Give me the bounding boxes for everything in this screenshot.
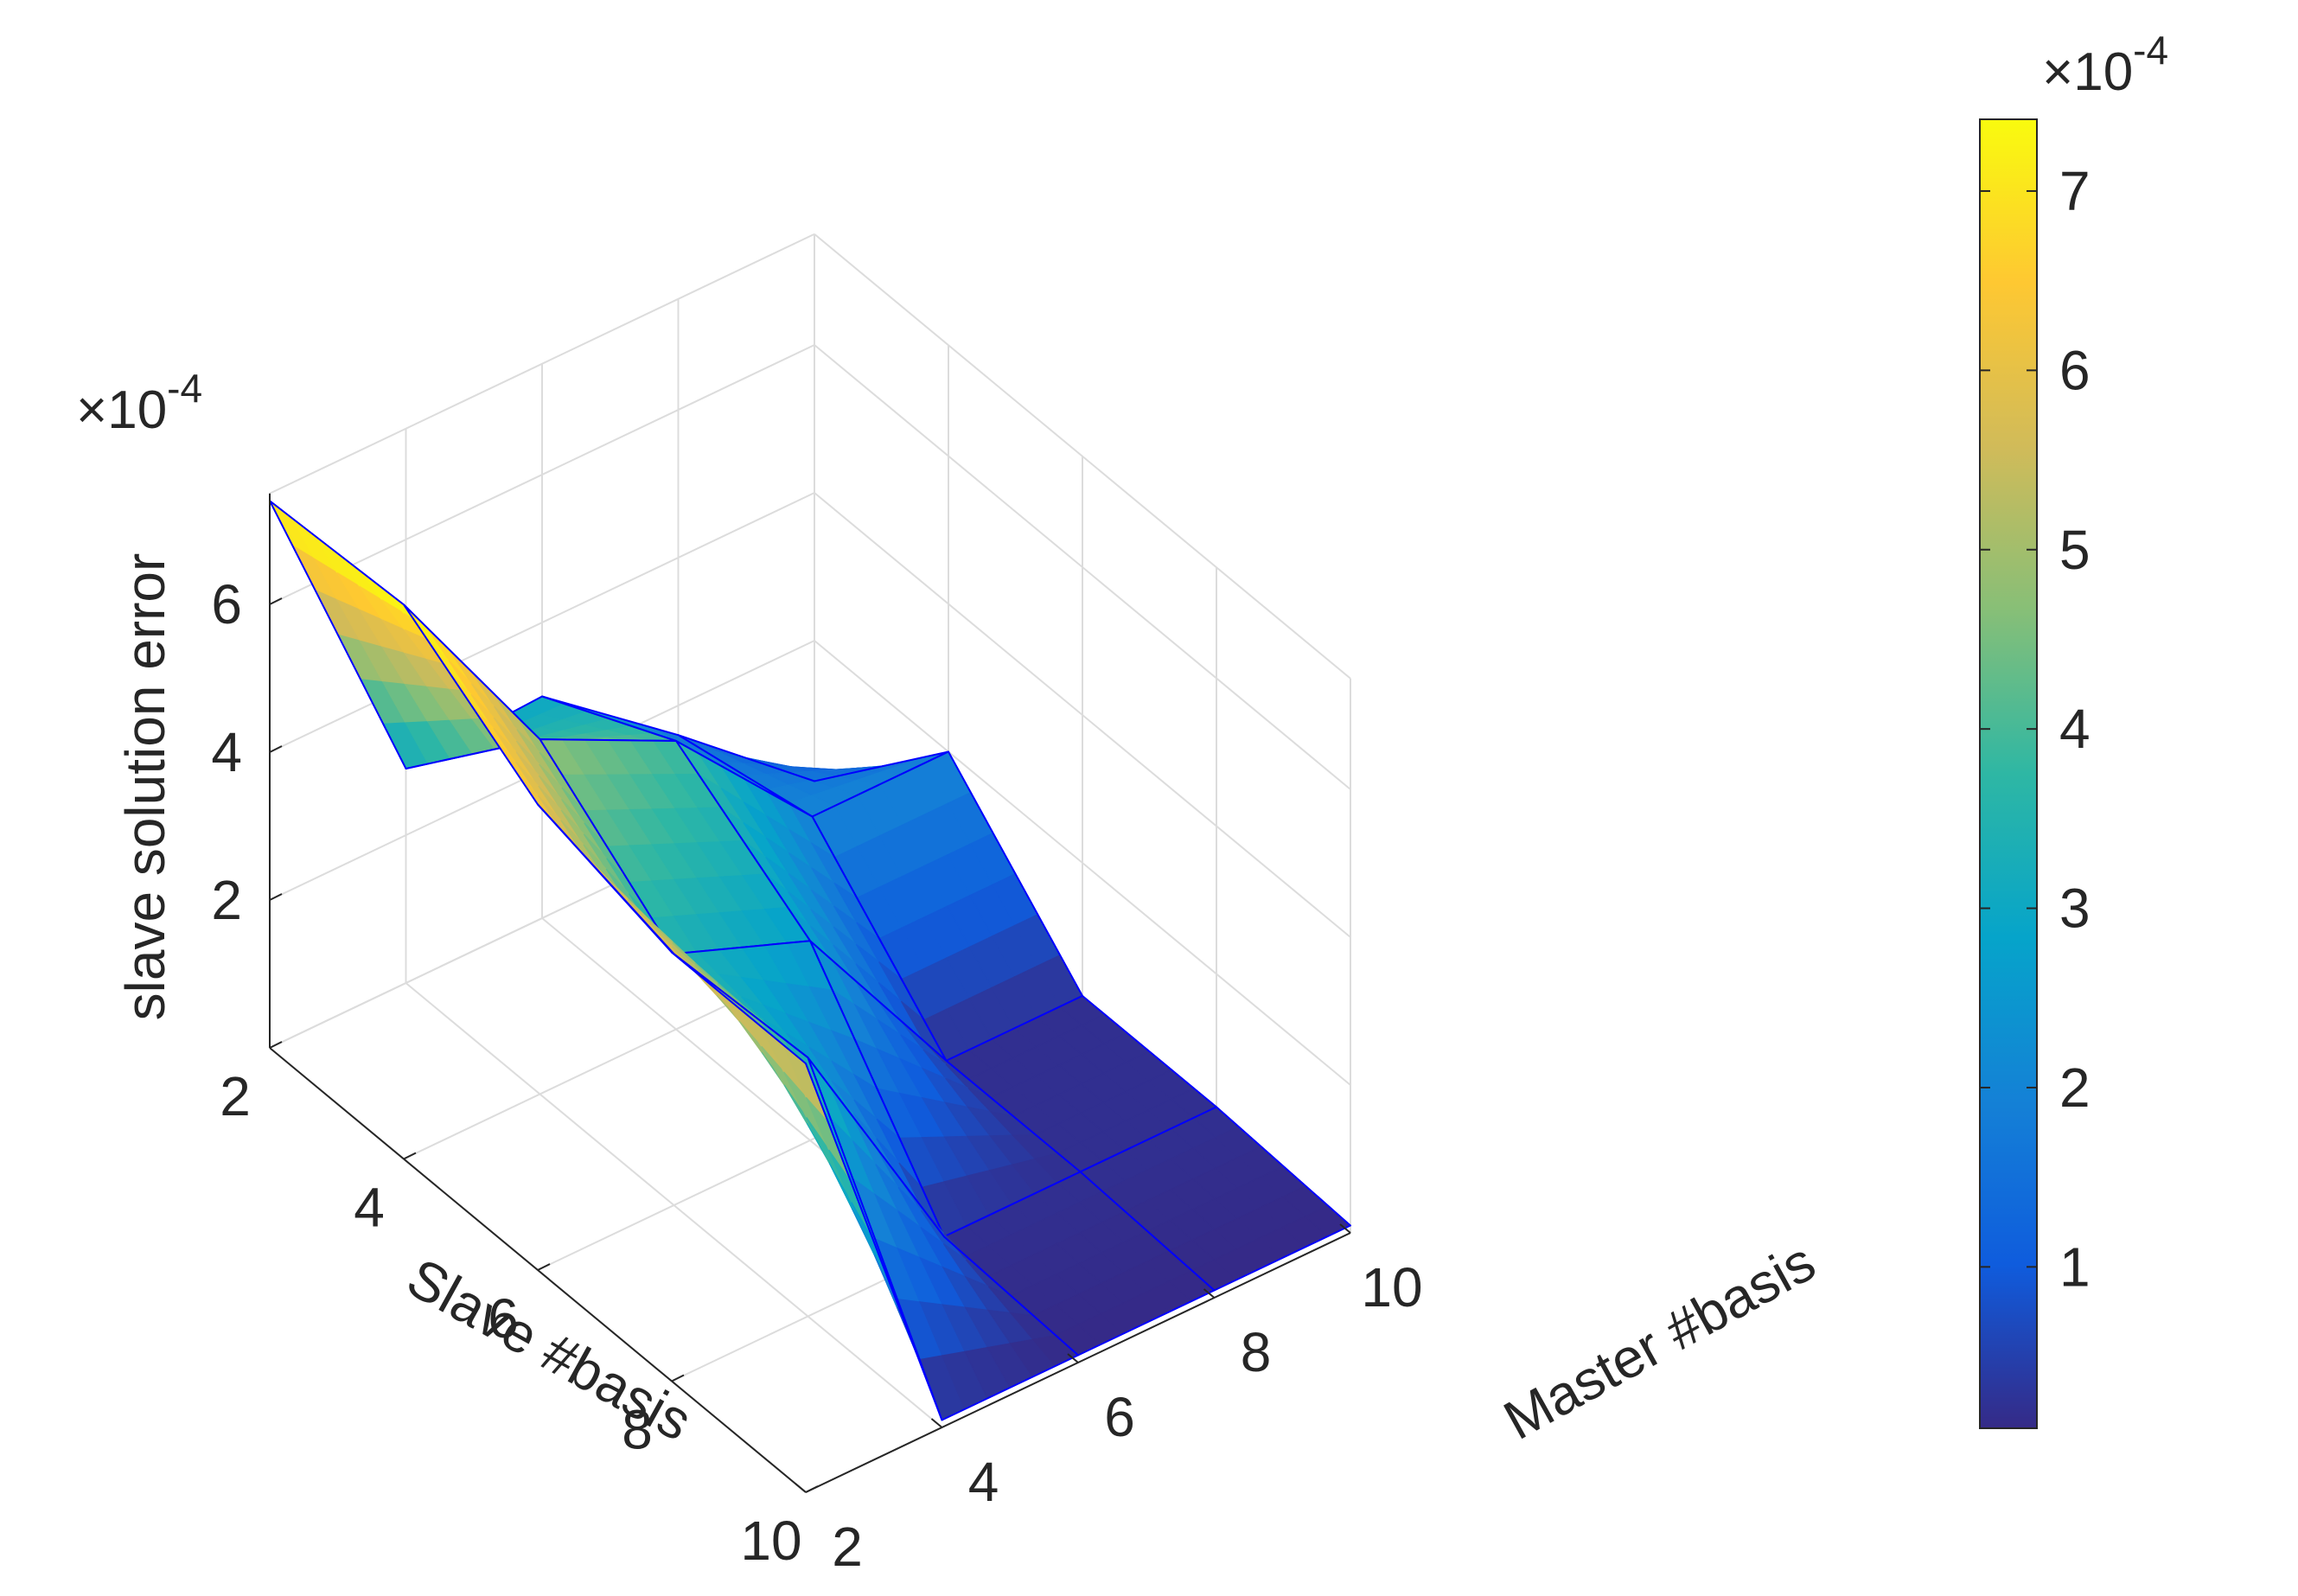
y-axis-label: Master #basis (1494, 1230, 1825, 1452)
z-tick (269, 893, 283, 901)
surface-cell (539, 738, 812, 955)
colorbar-gradient (1979, 118, 2038, 1429)
y-tick-label: 10 (1361, 1256, 1422, 1318)
colorbar-tick-label: 7 (2059, 160, 2091, 222)
y-tick (1339, 1223, 1351, 1234)
grid-line (269, 233, 815, 495)
grid-line (269, 492, 815, 753)
surface-mesh (269, 500, 1352, 1421)
x-tick-label: 8 (622, 1399, 653, 1461)
x-axis-label: Slave #basis (398, 1246, 702, 1452)
surface-edge (671, 951, 943, 1421)
surface-cell (811, 750, 1083, 1062)
surface-cell (671, 951, 943, 1421)
z-axis-label: slave solution error (114, 553, 176, 1021)
z-tick-label: 2 (211, 869, 242, 931)
grid-line (269, 344, 815, 605)
grid-line (814, 492, 1351, 938)
grid-line (405, 982, 943, 1428)
x-tick-label: 10 (740, 1510, 801, 1572)
surface-cell (945, 994, 1218, 1173)
surface-cell (942, 1171, 1216, 1357)
x-tick (537, 1263, 551, 1271)
surface-cell (672, 940, 945, 1238)
surface-cell (537, 803, 809, 1059)
y-tick (1203, 1288, 1216, 1299)
colorbar-exponent-label: ×10-4 (2042, 28, 2168, 102)
z-tick-label: 4 (211, 721, 242, 783)
surface-cell (807, 1057, 1080, 1421)
x-tick (403, 1152, 417, 1160)
colorbar-tick-label: 3 (2059, 878, 2091, 940)
y-tick-label: 2 (832, 1516, 863, 1578)
y-tick (930, 1418, 943, 1428)
colorbar-tick-label: 6 (2059, 339, 2091, 401)
grid-line (814, 640, 1351, 1086)
colorbar: 1 2 3 4 5 6 7 ×10-4 (1979, 28, 2168, 1429)
grid-line (814, 233, 1351, 680)
surface-cell (677, 734, 949, 818)
colorbar-ticks: 1 2 3 4 5 6 7 (1980, 160, 2091, 1298)
x-tick (805, 1485, 819, 1493)
grid-line (814, 344, 1351, 790)
z-tick (269, 597, 283, 605)
y-tick-label: 6 (1104, 1386, 1135, 1448)
colorbar-tick-label: 2 (2059, 1057, 2091, 1119)
x-tick (269, 1041, 283, 1049)
surface-cell (675, 740, 948, 1062)
x-tick-label: 6 (488, 1287, 519, 1350)
x-tick-label: 4 (354, 1177, 385, 1239)
colorbar-tick-label: 4 (2059, 698, 2091, 760)
z-exponent-label: ×10-4 (76, 366, 202, 440)
z-tick (269, 745, 283, 753)
x-tick-label: 2 (220, 1065, 251, 1127)
colorbar-tick-label: 1 (2059, 1235, 2091, 1298)
y-tick (1067, 1353, 1079, 1363)
x-tick (671, 1374, 685, 1382)
y-tick-label: 4 (968, 1451, 999, 1513)
y-tick (795, 1483, 807, 1493)
surface-cell (809, 940, 1082, 1238)
surface-cell (1079, 1106, 1352, 1292)
y-tick-label: 8 (1241, 1321, 1272, 1383)
colorbar-tick-label: 5 (2059, 519, 2091, 581)
z-tick-label: 6 (211, 573, 242, 635)
